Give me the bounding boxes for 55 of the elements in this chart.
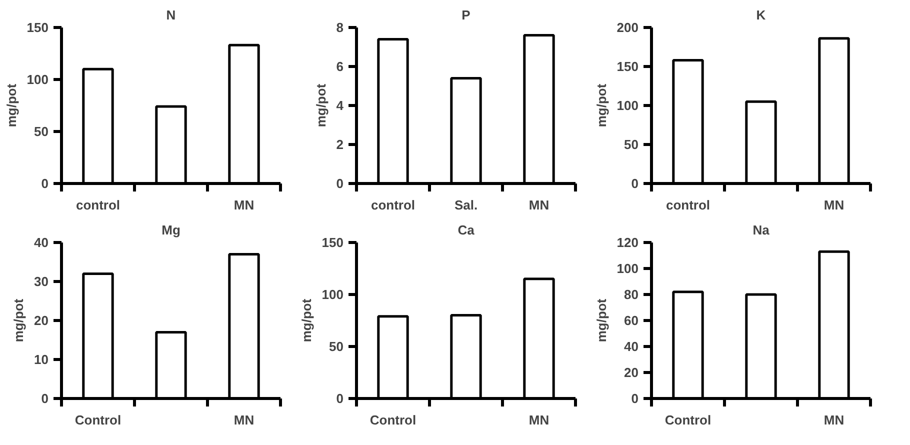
x-tick-label: MN <box>234 412 254 428</box>
y-tick-label: 0 <box>41 391 49 406</box>
chart-title: Mg <box>162 222 180 238</box>
y-axis-title: mg/pot <box>594 298 609 342</box>
y-tick-label: 8 <box>336 20 344 35</box>
y-tick-label: 100 <box>26 72 49 87</box>
y-tick-label: 50 <box>329 339 344 354</box>
x-tick-label: MN <box>234 198 254 212</box>
y-axis-title: mg/pot <box>4 83 19 128</box>
x-tick-label: MN <box>528 198 550 212</box>
y-tick-label: 0 <box>631 176 639 191</box>
y-tick-label: 6 <box>336 59 344 74</box>
chart-title: Na <box>752 222 770 238</box>
x-tick-label: control <box>370 198 416 212</box>
y-tick-label: 0 <box>41 176 49 191</box>
y-tick-label: 50 <box>624 137 639 152</box>
x-tick-label: Control <box>370 412 416 428</box>
y-tick-label: 60 <box>624 313 639 328</box>
x-tick-label: Control <box>664 412 712 428</box>
y-tick-label: 80 <box>624 287 639 302</box>
y-tick-label: 20 <box>34 313 49 328</box>
chart-title: K <box>756 8 766 22</box>
y-tick-label: 0 <box>336 176 344 191</box>
y-tick-label: 40 <box>34 235 49 250</box>
x-tick-label: MN <box>824 412 844 428</box>
y-tick-label: 2 <box>336 137 344 152</box>
x-tick-label: MN <box>528 412 550 428</box>
y-tick-label: 4 <box>336 98 344 113</box>
y-tick-label: 100 <box>616 261 639 276</box>
y-tick-label: 150 <box>26 20 49 35</box>
y-tick-label: 0 <box>631 391 639 406</box>
y-tick-label: 20 <box>624 365 639 380</box>
x-tick-label: control <box>666 198 710 212</box>
chart-title: N <box>166 8 176 22</box>
y-tick-label: 30 <box>34 274 49 289</box>
y-tick-label: 100 <box>616 98 639 113</box>
y-axis-title: mg/pot <box>313 83 328 128</box>
y-tick-label: 200 <box>616 20 639 35</box>
y-tick-label: 150 <box>322 235 344 250</box>
y-tick-label: 0 <box>336 391 344 406</box>
y-tick-label: 10 <box>34 352 49 367</box>
y-tick-label: 50 <box>34 124 49 139</box>
y-axis-title: mg/pot <box>11 298 26 342</box>
y-tick-label: 120 <box>616 235 639 250</box>
y-axis-title: mg/pot <box>594 83 609 128</box>
x-tick-label: Sal. <box>454 198 478 212</box>
chart-title: P <box>462 8 471 22</box>
x-tick-label: Control <box>74 412 122 428</box>
y-tick-label: 100 <box>322 287 344 302</box>
y-tick-label: 40 <box>624 339 639 354</box>
y-axis-title: mg/pot <box>298 298 314 342</box>
x-tick-label: MN <box>824 198 844 212</box>
y-tick-label: 150 <box>616 59 639 74</box>
chart-title: Ca <box>458 222 476 238</box>
x-tick-label: control <box>76 198 120 212</box>
